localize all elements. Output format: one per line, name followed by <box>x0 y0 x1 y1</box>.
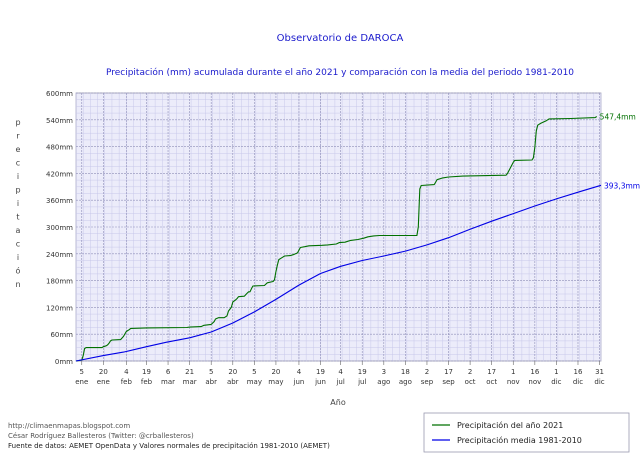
y-axis-label-letter: i <box>17 253 19 262</box>
y-axis-label: precipitación <box>15 118 20 289</box>
y-tick-label: 300mm <box>46 224 73 232</box>
x-tick-label-day: 16 <box>530 368 539 376</box>
y-axis-label-letter: p <box>15 118 20 127</box>
x-tick-label-day: 5 <box>252 368 256 376</box>
x-tick-label-month: feb <box>141 378 153 386</box>
y-tick-label: 60mm <box>50 331 73 339</box>
y-axis-label-letter: c <box>16 240 20 249</box>
x-tick-label-month: jul <box>335 378 344 386</box>
y-tick-label: 480mm <box>46 144 73 152</box>
legend-box <box>423 412 630 453</box>
y-axis-label-letter: t <box>16 213 19 222</box>
x-tick-label-day: 2 <box>425 368 429 376</box>
x-tick-label-day: 19 <box>316 368 325 376</box>
y-tick-label: 240mm <box>46 251 73 259</box>
x-tick-label-day: 18 <box>401 368 410 376</box>
x-tick-label-day: 31 <box>595 368 604 376</box>
x-tick-label-day: 17 <box>444 368 453 376</box>
footer-url: http://climaenmapas.blogspot.com <box>8 422 130 430</box>
x-tick-label-day: 21 <box>185 368 194 376</box>
series-line-media <box>75 184 602 362</box>
x-tick-label-month: nov <box>528 378 541 386</box>
chart-title: Observatorio de DAROCA <box>277 33 404 44</box>
x-tick-label-month: abr <box>227 378 239 386</box>
y-axis-label-letter: n <box>15 280 20 289</box>
y-axis-label-letter: a <box>16 226 21 235</box>
x-tick-label-month: may <box>247 378 262 386</box>
y-axis-ticks: 0mm 60mm 120mm 180mm 240mm 300mm 360mm 420mm 480… <box>46 90 73 366</box>
y-tick-label: 0mm <box>55 358 73 366</box>
x-tick-label-day: 4 <box>297 368 302 376</box>
x-tick-label-day: 2 <box>468 368 472 376</box>
y-axis-label-letter: ó <box>16 266 21 276</box>
x-tick-label-day: 5 <box>80 368 84 376</box>
x-tick-label-month: may <box>268 378 283 386</box>
x-tick-label-day: 16 <box>574 368 583 376</box>
x-tick-label-month: dic <box>594 378 604 386</box>
y-axis-label-letter: r <box>16 132 20 141</box>
x-tick-label-month: feb <box>121 378 133 386</box>
x-tick-label-day: 5 <box>209 368 213 376</box>
x-tick-label-month: jul <box>357 378 366 386</box>
legend: Precipitación del año 2021 Precipitación… <box>423 412 630 453</box>
x-tick-label-month: ene <box>97 378 110 386</box>
x-tick-label-month: mar <box>183 378 197 386</box>
chart-subtitle: Precipitación (mm) acumulada durante el … <box>106 67 574 78</box>
x-tick-label-day: 1 <box>554 368 558 376</box>
x-axis-ticks: 5ene20ene4feb19feb6mar21mar5abr20abr5may… <box>75 361 605 386</box>
x-tick-label-day: 20 <box>99 368 108 376</box>
x-tick-label-day: 17 <box>487 368 496 376</box>
x-tick-label-month: ene <box>75 378 88 386</box>
x-axis-label: Año <box>330 398 346 407</box>
x-tick-label-month: sep <box>442 378 455 386</box>
y-tick-label: 420mm <box>46 170 73 178</box>
y-axis-label-letter: p <box>15 186 20 195</box>
grid-major <box>76 92 601 362</box>
series-line-2021 <box>75 116 598 362</box>
legend-label-2021: Precipitación del año 2021 <box>457 420 563 430</box>
x-tick-label-month: oct <box>465 378 476 386</box>
y-tick-label: 600mm <box>46 90 73 98</box>
x-tick-label-day: 19 <box>142 368 151 376</box>
y-axis-label-letter: i <box>17 172 19 181</box>
x-tick-label-month: oct <box>486 378 497 386</box>
x-tick-label-day: 6 <box>166 368 171 376</box>
y-axis-label-letter: c <box>16 159 20 168</box>
x-tick-label-month: mar <box>161 378 175 386</box>
x-tick-label-day: 20 <box>271 368 280 376</box>
legend-label-media: Precipitación media 1981-2010 <box>457 435 582 445</box>
y-axis-label-letter: e <box>16 145 21 154</box>
x-tick-label-month: jun <box>314 378 326 386</box>
x-tick-label-month: sep <box>421 378 434 386</box>
x-tick-label-day: 4 <box>124 368 129 376</box>
y-axis-label-letter: i <box>17 199 19 208</box>
series-lines <box>75 116 602 362</box>
x-tick-label-month: ago <box>399 378 412 386</box>
x-tick-label-month: abr <box>205 378 217 386</box>
series-end-labels: 547,4mm 393,3mm <box>600 112 640 190</box>
y-tick-label: 120mm <box>46 304 73 312</box>
x-tick-label-month: ago <box>377 378 390 386</box>
x-tick-label-month: nov <box>507 378 520 386</box>
x-tick-label-day: 19 <box>358 368 367 376</box>
y-tick-label: 540mm <box>46 117 73 125</box>
footer-source: Fuente de datos: AEMET OpenData y Valore… <box>8 442 330 450</box>
end-label-media: 393,3mm <box>604 181 640 190</box>
footer-author: César Rodríguez Ballesteros (Twitter: @c… <box>8 432 194 440</box>
end-label-2021: 547,4mm <box>600 112 636 121</box>
x-tick-label-day: 3 <box>382 368 386 376</box>
x-tick-label-day: 1 <box>511 368 515 376</box>
x-tick-label-month: jun <box>293 378 305 386</box>
y-tick-label: 180mm <box>46 278 73 286</box>
x-tick-label-month: dic <box>551 378 561 386</box>
x-tick-label-day: 4 <box>338 368 343 376</box>
x-tick-label-month: dic <box>573 378 583 386</box>
x-tick-label-day: 20 <box>228 368 237 376</box>
y-tick-label: 360mm <box>46 197 73 205</box>
